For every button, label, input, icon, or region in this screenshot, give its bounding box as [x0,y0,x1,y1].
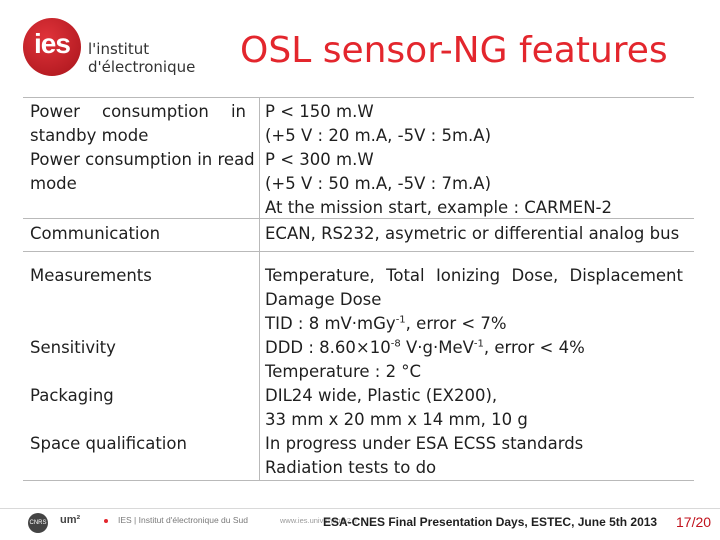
features-table: Power consumption in standby mode P < 15… [23,97,694,481]
row-divider [23,218,694,219]
footer-institute: IES | Institut d'électronique du Sud [118,515,248,525]
page-number: 17/20 [676,514,712,530]
value-sensitivity-temp: Temperature : 2 °C [265,362,422,381]
label-power-read-line2: mode [30,174,77,193]
institute-logo-text: l'institut d'électronique [88,40,195,76]
ies-logo-mark [23,18,81,76]
value-sensitivity-tid: TID : 8 mV·mGy-1, error < 7% [265,314,507,333]
value-space-qualification: In progress under ESA ECSS standards [265,434,584,453]
slide-title: OSL sensor-NG features [240,30,668,71]
label-communication: Communication [30,224,161,243]
value-power-read-detail: (+5 V : 50 m.A, -5V : 7m.A) [265,174,492,193]
row-divider [23,251,694,252]
value-communication: ECAN, RS232, asymetric or differential a… [265,224,680,243]
value-space-qualification-line2: Radiation tests to do [265,458,437,477]
label-power-standby: Power consumption in [30,102,246,121]
label-measurements: Measurements [30,266,152,285]
um2-logo: um² [60,514,81,526]
value-power-standby-detail: (+5 V : 20 m.A, -5V : 5m.A) [265,126,492,145]
label-power-read: Power consumption in read [30,150,255,169]
footer-divider [0,508,720,509]
value-power-read-example: At the mission start, example : CARMEN-2 [265,198,612,217]
label-packaging: Packaging [30,386,114,405]
logo-line-2: d'électronique [88,58,196,76]
label-power-standby-line2: standby mode [30,126,149,145]
label-sensitivity: Sensitivity [30,338,116,357]
footer-event: ESA-CNES Final Presentation Days, ESTEC,… [323,515,658,529]
footer-website: www.ies.univ-montp2.fr [280,516,358,525]
value-sensitivity-ddd: DDD : 8.60×10-8 V·g·MeV-1, error < 4% [265,338,585,357]
logo-line-1: l'institut [88,40,150,58]
column-divider [259,98,260,480]
label-space-qualification: Space qualification [30,434,187,453]
value-packaging: DIL24 wide, Plastic (EX200), [265,386,498,405]
value-power-standby: P < 150 m.W [265,102,374,121]
value-measurements-line2: Damage Dose [265,290,382,309]
value-power-read: P < 300 m.W [265,150,374,169]
cnrs-logo: CNRS [28,513,48,533]
value-packaging-dims: 33 mm x 20 mm x 14 mm, 10 g [265,410,528,429]
value-measurements: Temperature, Total Ionizing Dose, Displa… [265,266,683,285]
footer-bullet-icon [104,519,108,523]
ies-logo-text: ies [34,28,71,59]
